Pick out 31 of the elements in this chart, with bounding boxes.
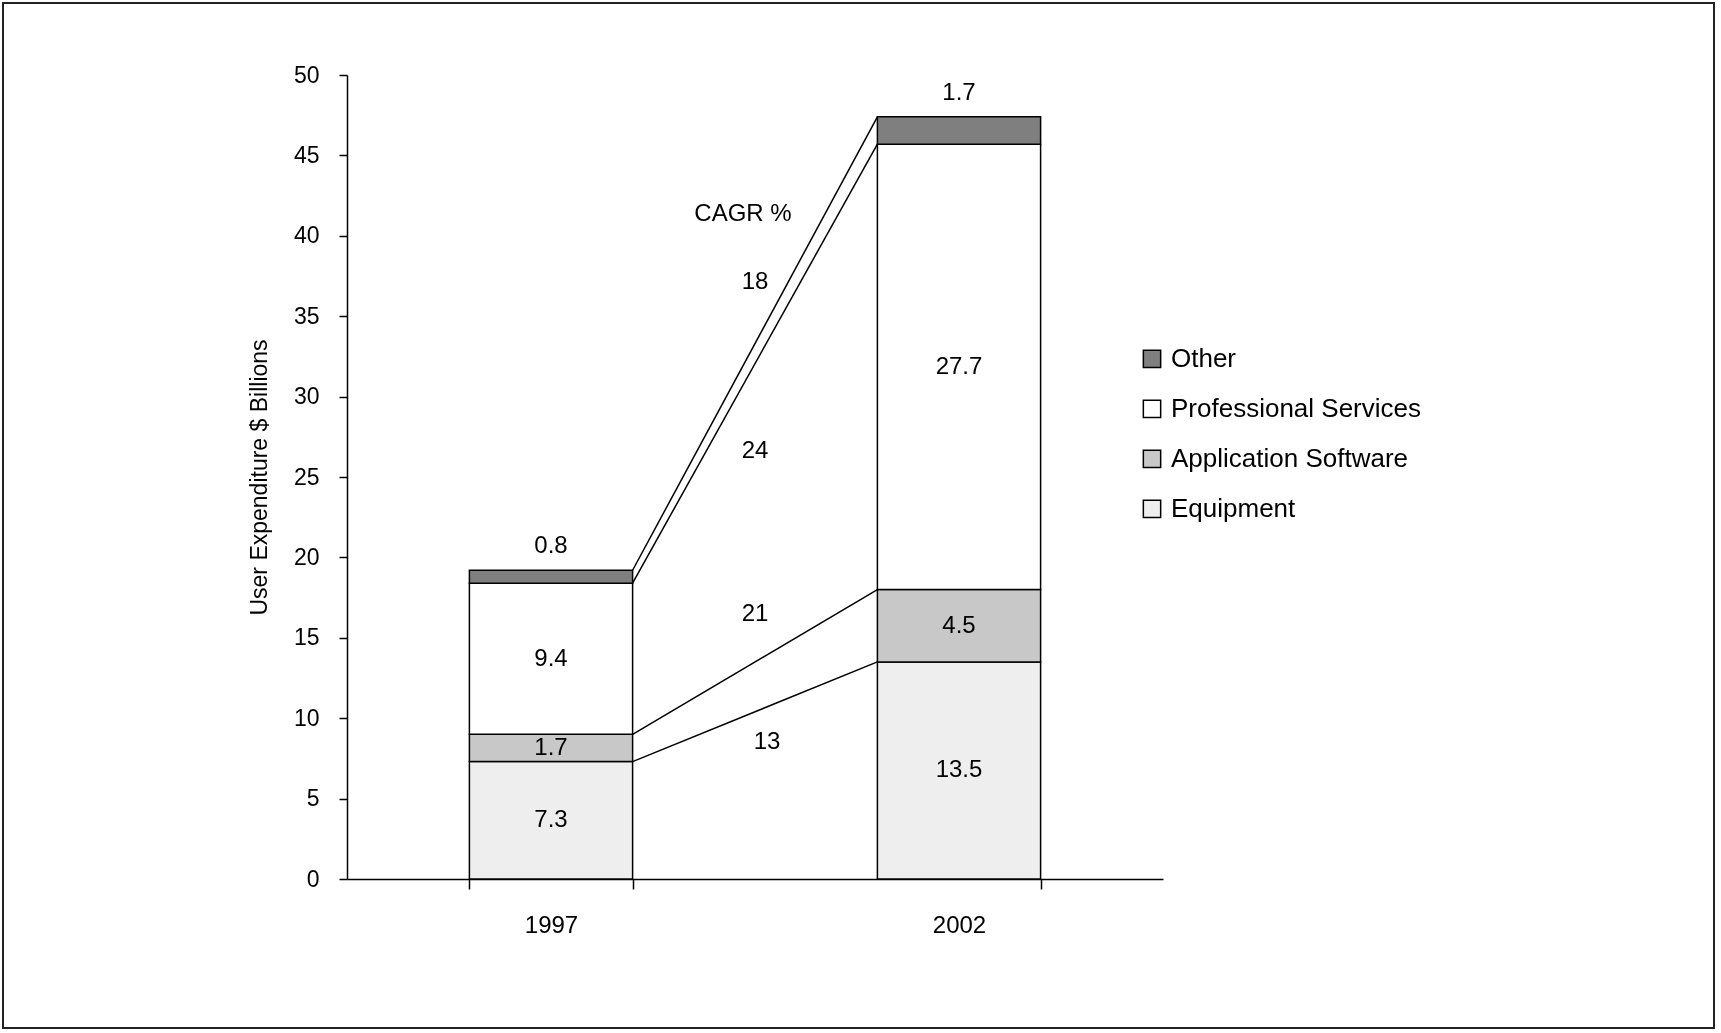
y-tick-label: 25 bbox=[293, 463, 320, 490]
data-label: 27.7 bbox=[935, 351, 983, 379]
y-tick-label: 20 bbox=[293, 543, 320, 570]
y-tick-label: 45 bbox=[293, 141, 320, 168]
annotation: 24 bbox=[741, 436, 769, 464]
y-axis-title: User Expenditure $ Billions bbox=[245, 339, 272, 616]
y-tick-label: 5 bbox=[306, 785, 320, 812]
annotation: 18 bbox=[741, 266, 769, 294]
y-tick-label: 10 bbox=[293, 704, 320, 731]
annotation: 13 bbox=[753, 727, 781, 755]
data-label: 1.7 bbox=[942, 77, 976, 105]
legend-label: Other bbox=[1171, 342, 1237, 373]
data-label: 7.3 bbox=[534, 805, 568, 833]
y-tick-label: 0 bbox=[306, 865, 320, 892]
y-tick-label: 30 bbox=[293, 383, 320, 410]
data-label: 0.8 bbox=[534, 531, 568, 559]
data-label: 9.4 bbox=[534, 643, 568, 671]
data-label: 1.7 bbox=[534, 732, 568, 760]
annotation: 21 bbox=[741, 599, 769, 627]
y-tick-label: 40 bbox=[293, 222, 320, 249]
annotation: CAGR % bbox=[694, 199, 792, 227]
y-tick-label: 15 bbox=[293, 624, 320, 651]
legend-label: Application Software bbox=[1171, 442, 1409, 473]
legend-label: Professional Services bbox=[1171, 392, 1421, 423]
y-tick-label: 35 bbox=[293, 302, 320, 329]
data-label: 4.5 bbox=[942, 610, 976, 638]
x-tick-label: 2002 bbox=[932, 910, 987, 938]
y-tick-label: 50 bbox=[293, 61, 320, 88]
x-tick-label: 1997 bbox=[524, 910, 579, 938]
legend-label: Equipment bbox=[1171, 492, 1297, 523]
data-label: 13.5 bbox=[935, 755, 983, 783]
